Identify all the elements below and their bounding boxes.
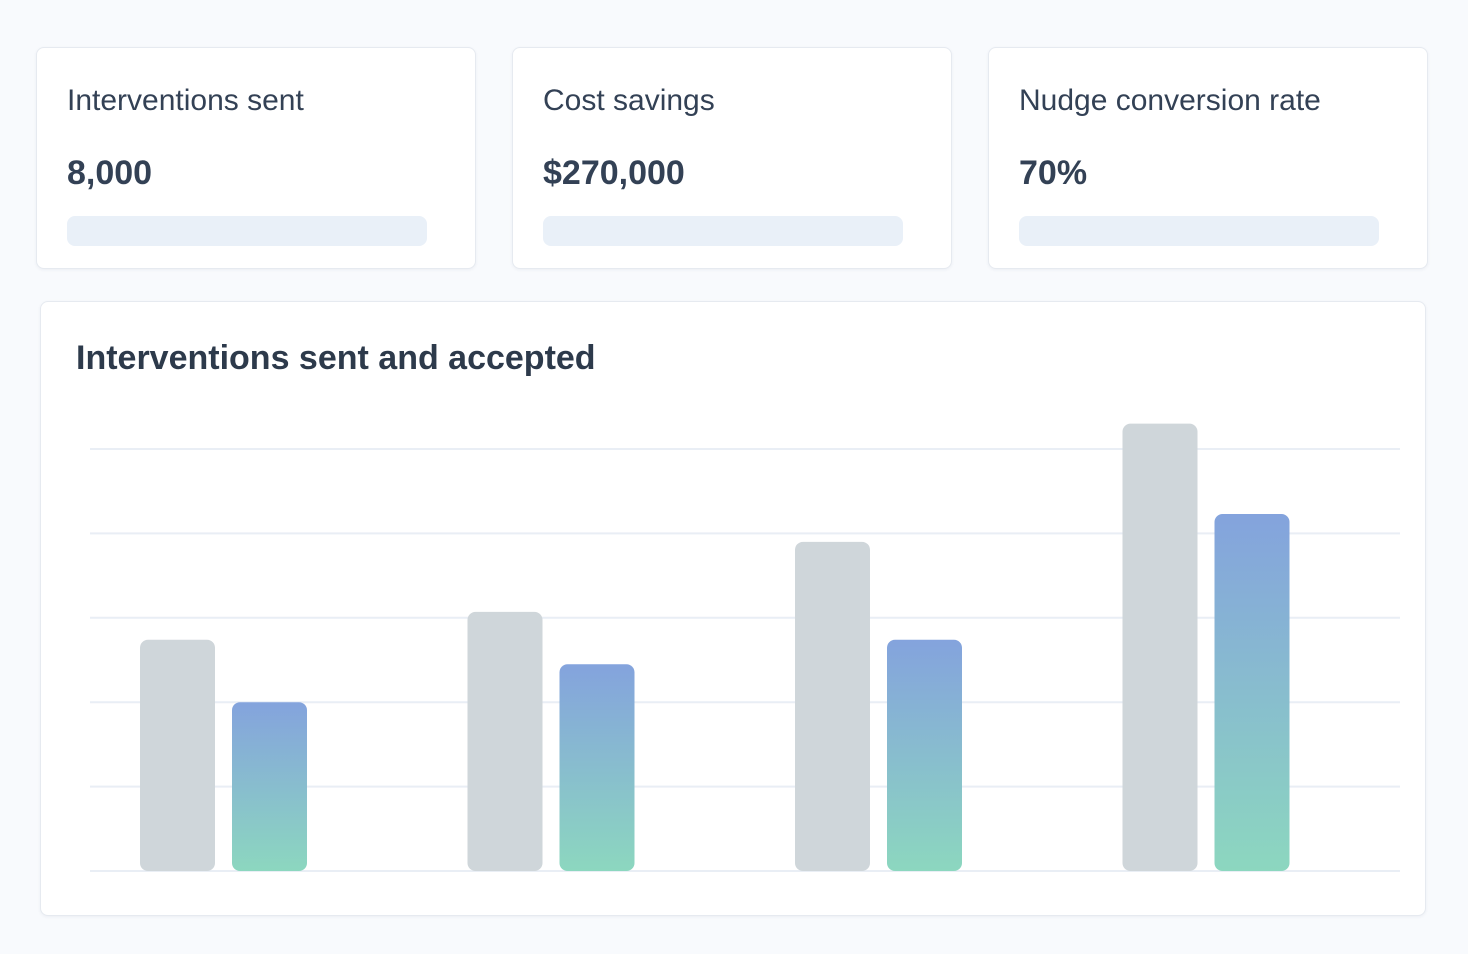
bar — [1214, 513, 1290, 871]
bar — [140, 639, 215, 871]
kpi-value: $270,000 — [543, 154, 685, 192]
kpi-card: Nudge conversion rate 70% — [988, 47, 1428, 269]
bar — [1122, 423, 1198, 871]
placeholder-bar — [1019, 216, 1379, 246]
kpi-card: Cost savings $270,000 — [512, 47, 952, 269]
bar — [795, 541, 870, 871]
chart-title: Interventions sent and accepted — [76, 339, 596, 377]
kpi-label: Nudge conversion rate — [1019, 84, 1321, 117]
bar — [232, 702, 307, 871]
kpi-value: 70% — [1019, 154, 1088, 192]
placeholder-bar — [543, 216, 903, 246]
placeholder-bar — [67, 216, 427, 246]
kpi-card: Interventions sent 8,000 — [36, 47, 476, 269]
kpi-value: 8,000 — [67, 154, 153, 192]
bar — [467, 611, 543, 871]
kpi-label: Cost savings — [543, 84, 715, 117]
bar — [559, 664, 635, 871]
kpi-label: Interventions sent — [67, 84, 304, 117]
bar — [887, 639, 962, 871]
